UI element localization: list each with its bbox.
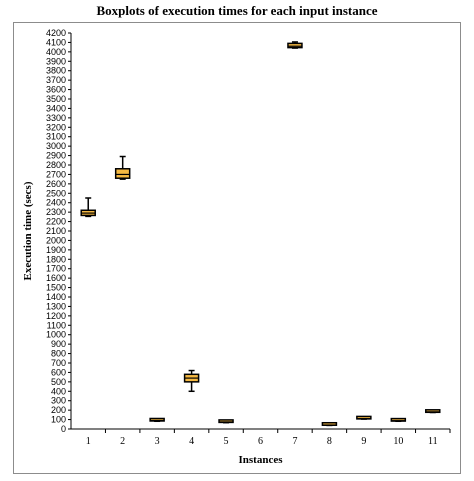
y-tick-label: 1100 bbox=[47, 320, 66, 330]
y-tick-label: 300 bbox=[51, 396, 66, 406]
y-tick-label: 2000 bbox=[46, 235, 66, 245]
y-axis-title: Execution time (secs) bbox=[22, 181, 34, 280]
y-tick-label: 3600 bbox=[46, 85, 66, 95]
y-tick-label: 2400 bbox=[46, 198, 66, 208]
y-tick-label: 3300 bbox=[46, 113, 66, 123]
y-tick-label: 1400 bbox=[46, 292, 66, 302]
y-tick-label: 3800 bbox=[46, 66, 66, 76]
y-tick-label: 2300 bbox=[46, 207, 66, 217]
y-tick-label: 1800 bbox=[46, 254, 66, 264]
y-tick-label: 1900 bbox=[46, 245, 66, 255]
y-tick-label: 1000 bbox=[46, 330, 66, 340]
y-tick-label: 2100 bbox=[46, 226, 66, 236]
y-tick-label: 2500 bbox=[46, 188, 66, 198]
y-tick-label: 1600 bbox=[46, 273, 66, 283]
y-tick-label: 3400 bbox=[46, 103, 66, 113]
y-tick-label: 2900 bbox=[46, 151, 66, 161]
y-tick-label: 2200 bbox=[46, 217, 66, 227]
y-tick-label: 4200 bbox=[46, 28, 66, 38]
y-tick-label: 100 bbox=[51, 415, 66, 425]
y-tick-label: 3100 bbox=[46, 132, 66, 142]
y-tick-label: 800 bbox=[51, 349, 66, 359]
y-tick-label: 1300 bbox=[46, 301, 66, 311]
x-tick-label: 7 bbox=[292, 436, 297, 447]
y-tick-label: 3000 bbox=[46, 141, 66, 151]
x-tick-label: 10 bbox=[393, 436, 403, 447]
y-tick-label: 2700 bbox=[46, 169, 66, 179]
y-tick-label: 200 bbox=[51, 405, 66, 415]
y-tick-label: 2600 bbox=[46, 179, 66, 189]
chart-title: Boxplots of execution times for each inp… bbox=[96, 3, 378, 18]
x-tick-label: 6 bbox=[258, 436, 263, 447]
y-tick-label: 4000 bbox=[46, 47, 66, 57]
x-tick-label: 2 bbox=[120, 436, 125, 447]
y-tick-label: 3700 bbox=[46, 75, 66, 85]
y-tick-label: 4100 bbox=[46, 37, 66, 47]
y-tick-label: 400 bbox=[51, 386, 66, 396]
y-tick-label: 500 bbox=[51, 377, 66, 387]
x-tick-label: 1 bbox=[86, 436, 91, 447]
x-tick-label: 4 bbox=[189, 436, 194, 447]
y-tick-label: 1500 bbox=[46, 283, 66, 293]
y-tick-label: 1200 bbox=[46, 311, 66, 321]
y-tick-label: 1700 bbox=[46, 264, 66, 274]
x-tick-label: 5 bbox=[224, 436, 229, 447]
chart-frame bbox=[13, 22, 461, 474]
box-instance-7 bbox=[287, 42, 303, 49]
y-tick-label: 900 bbox=[51, 339, 66, 349]
x-tick-label: 3 bbox=[155, 436, 160, 447]
x-tick-label: 8 bbox=[327, 436, 332, 447]
y-tick-label: 2800 bbox=[46, 160, 66, 170]
y-tick-label: 3900 bbox=[46, 56, 66, 66]
y-tick-label: 3500 bbox=[46, 94, 66, 104]
y-tick-label: 0 bbox=[61, 424, 66, 434]
x-tick-label: 11 bbox=[428, 436, 438, 447]
y-tick-label: 600 bbox=[51, 367, 66, 377]
x-axis-title: Instances bbox=[238, 454, 283, 466]
box-instance-2 bbox=[114, 168, 131, 179]
x-tick-label: 9 bbox=[361, 436, 366, 447]
y-tick-label: 3200 bbox=[46, 122, 66, 132]
y-tick-label: 700 bbox=[51, 358, 66, 368]
